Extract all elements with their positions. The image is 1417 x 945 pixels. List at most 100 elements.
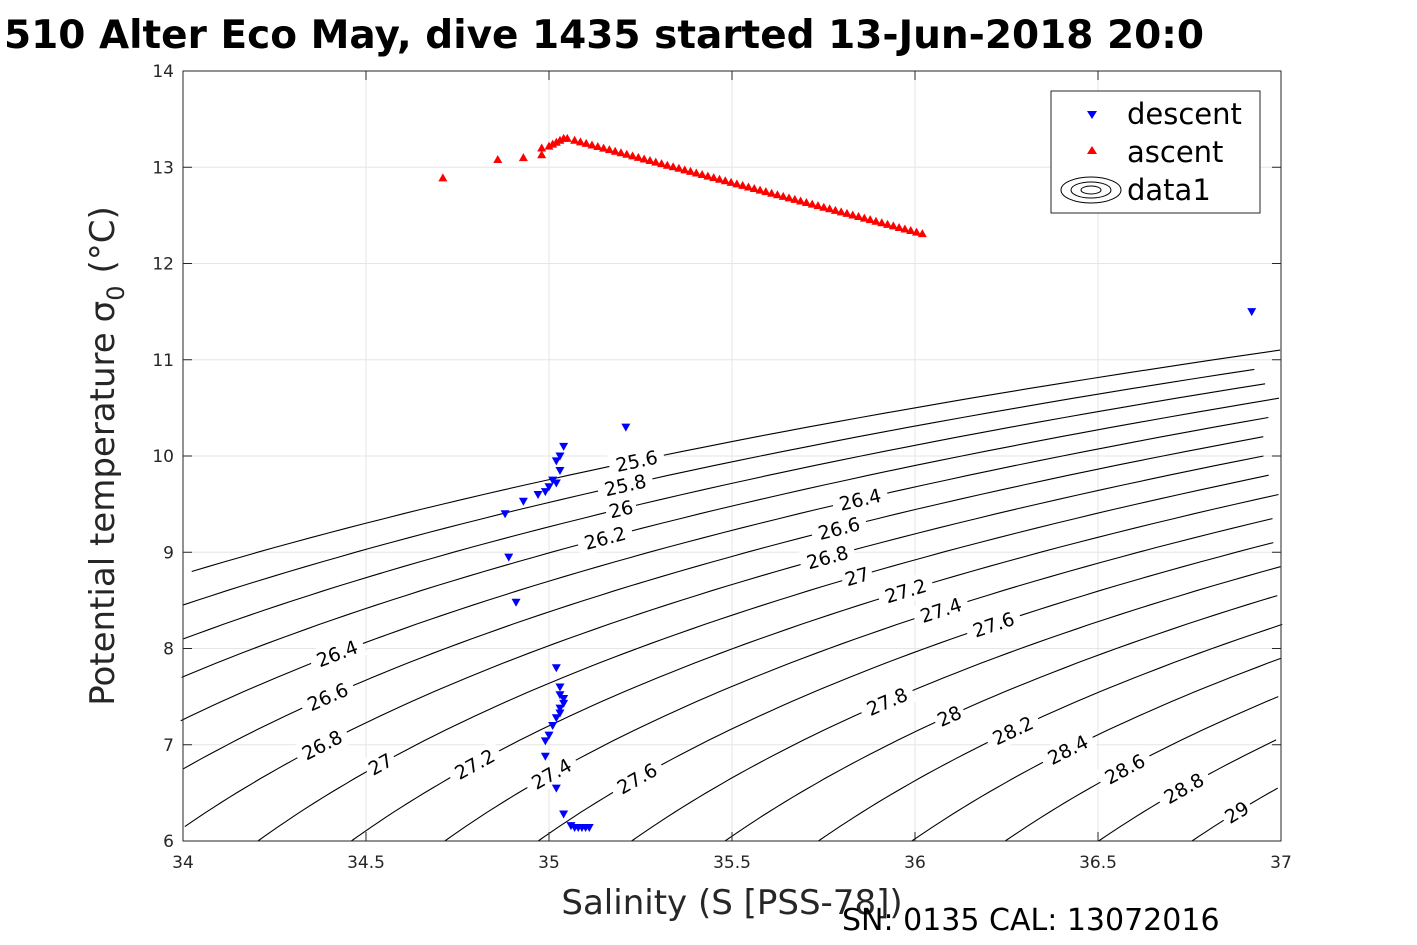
descent-point: [551, 664, 561, 673]
contour-label-mask: [910, 590, 972, 630]
ascent-point: [703, 171, 713, 180]
contour-label-group: 26: [603, 493, 639, 525]
descent-point: [540, 488, 550, 497]
descent-point: [555, 452, 565, 461]
ascent-point: [657, 159, 667, 168]
descent-point: [559, 442, 569, 451]
ascent-point: [732, 179, 742, 188]
ascent-point: [493, 155, 503, 164]
ascent-point: [622, 149, 632, 158]
descent-point: [559, 695, 569, 704]
x-tick-label: 37: [1270, 853, 1292, 873]
descent-point: [544, 731, 554, 740]
ascent-point: [854, 212, 864, 221]
contour-label-mask: [963, 604, 1024, 645]
x-tick-label: 34: [172, 853, 194, 873]
ascent-point: [610, 146, 620, 155]
ascent-point: [917, 229, 927, 238]
descent-point: [551, 457, 561, 466]
descent-point: [551, 714, 561, 723]
descent-point: [555, 466, 565, 475]
ascent-point: [761, 187, 771, 196]
ascent-point: [778, 191, 788, 200]
ascent-point: [616, 148, 626, 157]
y-tick-label: 12: [152, 255, 174, 275]
y-tick-label: 7: [163, 736, 174, 756]
ascent-series: [438, 133, 927, 238]
legend: descent ascent data1: [1050, 90, 1261, 214]
x-axis-label: Salinity (S [PSS-78]): [561, 883, 902, 923]
ascent-point: [912, 227, 922, 236]
descent-point: [533, 491, 543, 499]
ascent-point: [668, 162, 678, 171]
descent-point: [504, 553, 514, 562]
contour-label-mask: [875, 571, 936, 611]
chart-title: 510 Alter Eco May, dive 1435 started 13-…: [4, 13, 1204, 58]
ascent-point: [537, 143, 547, 152]
isopycnal-line: [180, 416, 1269, 722]
y-tick-label: 10: [152, 447, 174, 467]
ascent-point: [848, 210, 858, 219]
ascent-point: [726, 177, 736, 186]
isopycnal-line: [183, 436, 1264, 770]
ascent-point: [562, 133, 572, 142]
y-tick-label: 9: [163, 543, 174, 563]
x-tick-label: 34.5: [347, 853, 385, 873]
ascent-point: [438, 173, 448, 182]
legend-descent-marker: [1087, 111, 1097, 119]
contour-label-mask: [297, 674, 358, 719]
contour-label-mask: [982, 707, 1044, 754]
descent-point: [544, 483, 554, 492]
contour-label-group: 27: [838, 560, 876, 593]
ascent-point: [537, 150, 547, 159]
descent-point: [518, 497, 528, 506]
ascent-point: [645, 156, 655, 165]
contour-label-mask: [1153, 763, 1214, 813]
contour-label-mask: [444, 740, 505, 788]
ascent-point: [906, 226, 916, 235]
contour-label-group: 28: [930, 698, 969, 734]
descent-point: [511, 598, 521, 607]
contour-label-mask: [306, 632, 368, 675]
x-tick-label: 35: [538, 853, 560, 873]
ascent-point: [680, 165, 690, 174]
contour-label-mask: [930, 698, 969, 734]
contour-label-mask: [575, 519, 635, 557]
ascent-point: [628, 151, 638, 160]
contour-label-mask: [361, 746, 400, 782]
ascent-point: [772, 190, 782, 199]
ascent-point: [842, 208, 852, 217]
legend-descent-label: descent: [1127, 97, 1242, 131]
ascent-point: [877, 218, 887, 227]
descent-point: [540, 737, 550, 746]
ascent-point: [813, 201, 823, 210]
y-axis-label-subscript: 0: [102, 285, 130, 300]
descent-point: [1247, 308, 1257, 317]
ascent-point: [819, 202, 829, 211]
y-axis-label-symbol: σ: [83, 301, 123, 323]
ascent-point: [790, 194, 800, 203]
ascent-point: [883, 219, 893, 228]
axis-ticks: 34 34.5 35 35.5 36 36.5 37 6 7 8 9 10 11 12 13 14: [152, 62, 1291, 873]
ascent-point: [755, 185, 765, 194]
contour-label-mask: [606, 754, 668, 803]
contour-label-mask: [838, 560, 876, 593]
ascent-point: [749, 184, 759, 193]
descent-point: [500, 510, 510, 519]
y-axis-label-text: Potential temperature: [83, 332, 123, 705]
ascent-point: [575, 137, 585, 146]
contour-label-mask: [809, 509, 869, 547]
ascent-point: [825, 204, 835, 213]
descent-point: [559, 810, 569, 819]
ascent-point: [714, 174, 724, 183]
ascent-point: [662, 160, 672, 169]
descent-series: [500, 308, 1257, 833]
ascent-point: [900, 224, 910, 233]
y-axis-label-unit: (°C): [83, 206, 123, 273]
isopycnal-line: [257, 474, 1269, 842]
descent-point: [548, 722, 558, 730]
contour-label-mask: [797, 538, 858, 577]
contour-label-mask: [1217, 793, 1257, 831]
descent-point: [540, 752, 550, 761]
